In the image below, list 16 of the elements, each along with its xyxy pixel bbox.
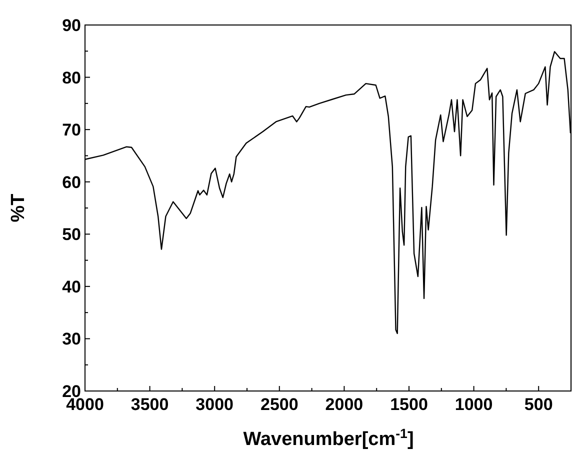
y-axis-title: %T bbox=[8, 193, 29, 222]
y-tick-label: 60 bbox=[62, 172, 81, 192]
x-tick-label: 500 bbox=[524, 395, 553, 414]
x-tick-label: 2500 bbox=[260, 395, 298, 414]
x-tick-label: 3000 bbox=[196, 395, 234, 414]
y-tick-label: 40 bbox=[62, 277, 81, 296]
y-tick-label: 90 bbox=[62, 16, 81, 35]
y-tick-label: 50 bbox=[62, 225, 81, 244]
x-tick-label: 2000 bbox=[325, 395, 364, 414]
y-tick-label: 70 bbox=[62, 120, 81, 140]
y-tick-label: 30 bbox=[62, 330, 81, 349]
y-tick-label: 80 bbox=[62, 68, 81, 88]
x-tick-label: 1000 bbox=[454, 395, 493, 414]
x-tick-label: 3500 bbox=[130, 395, 169, 414]
x-tick-label: 1500 bbox=[390, 395, 428, 414]
x-axis-title: Wavenumber[cm$^{-1}$] bbox=[243, 426, 414, 450]
